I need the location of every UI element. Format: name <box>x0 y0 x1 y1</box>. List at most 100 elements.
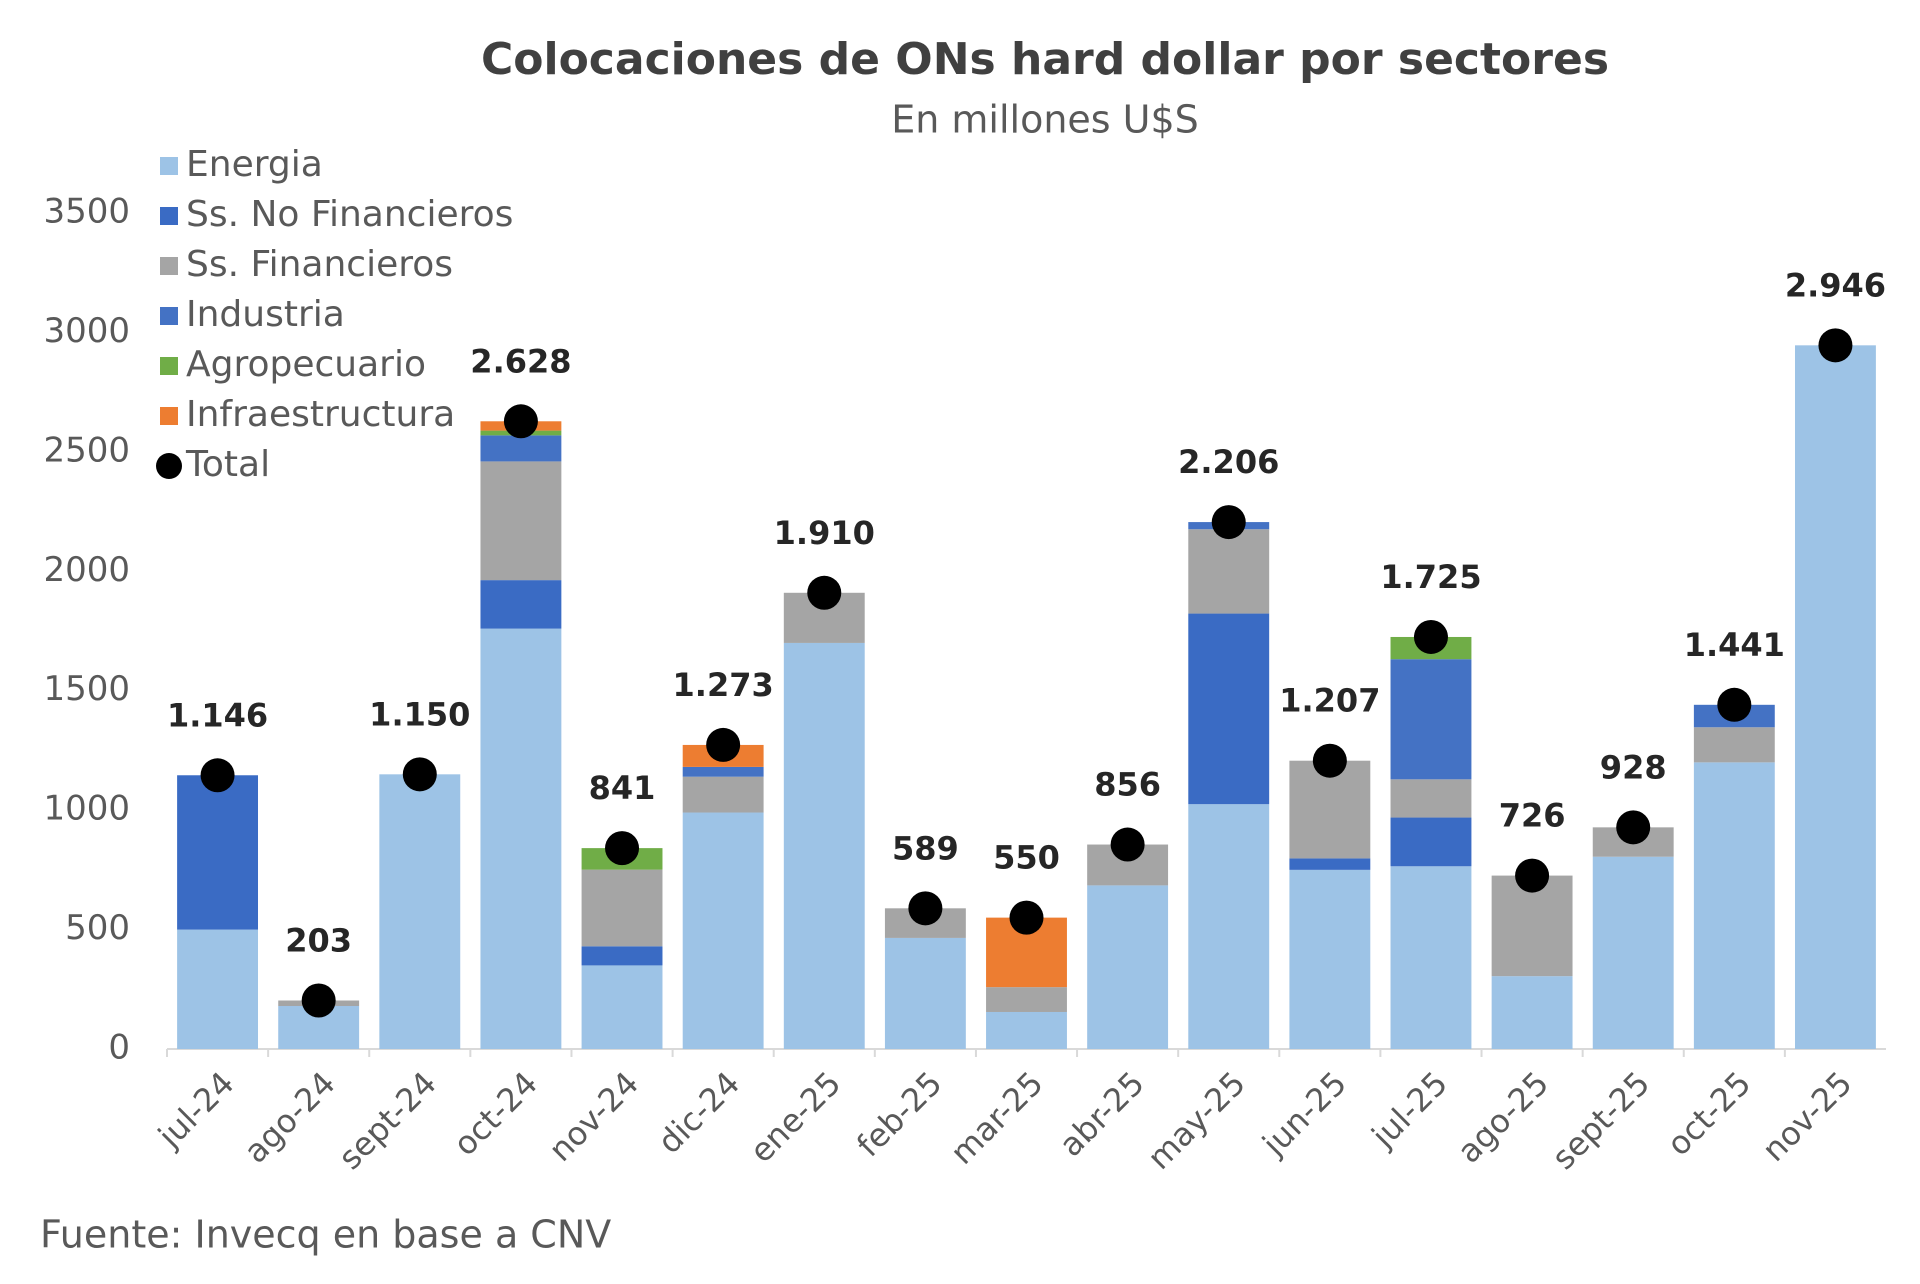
total-dot <box>1616 810 1651 845</box>
total-dot <box>1717 687 1752 722</box>
total-dot <box>503 404 538 439</box>
bar-segment <box>480 435 562 462</box>
source: Fuente: Invecq en base a CNV <box>40 1213 611 1257</box>
chart-subtitle: En millones U$S <box>891 98 1199 142</box>
bar-segment <box>1390 659 1472 780</box>
total-dot <box>807 575 842 610</box>
bar-segment <box>1289 869 1371 1049</box>
bar-segment <box>1794 345 1876 1049</box>
bar-segment <box>480 580 562 629</box>
legend-label: Agropecuario <box>186 344 426 385</box>
legend-swatch <box>156 453 182 479</box>
total-label: 2.206 <box>1178 443 1279 481</box>
total-label: 726 <box>1499 797 1566 835</box>
legend-swatch <box>160 157 178 175</box>
y-tick-label: 0 <box>108 1028 130 1068</box>
bar-segment <box>1087 885 1169 1049</box>
bar-segment <box>1188 804 1270 1049</box>
x-tick-label: ago-24 <box>236 1064 342 1170</box>
x-tick-label: jul-25 <box>1364 1064 1455 1155</box>
legend-swatch <box>160 307 178 325</box>
bar-segment <box>1390 866 1472 1049</box>
total-label: 550 <box>993 839 1060 877</box>
x-tick-label: may-25 <box>1140 1064 1253 1177</box>
x-tick-label: oct-25 <box>1659 1064 1758 1163</box>
x-tick-label: nov-25 <box>1755 1064 1860 1169</box>
total-label: 1.441 <box>1684 626 1785 664</box>
x-tick-label: oct-24 <box>446 1064 545 1163</box>
total-label: 928 <box>1600 748 1667 786</box>
bar-segment <box>884 937 966 1049</box>
bar-segment <box>1390 817 1472 867</box>
total-label: 841 <box>589 769 656 807</box>
legend-swatch <box>160 357 178 375</box>
legend-label: Total <box>185 444 270 485</box>
legend-label: Ss. No Financieros <box>186 194 513 235</box>
x-tick-label: abr-25 <box>1052 1064 1152 1164</box>
y-tick-label: 2000 <box>43 550 130 590</box>
y-tick-label: 1000 <box>43 789 130 829</box>
total-dot <box>1515 858 1550 893</box>
bar-segment <box>1188 613 1270 805</box>
y-tick-label: 500 <box>65 908 130 948</box>
x-tick-label: jul-24 <box>150 1064 241 1155</box>
y-tick-label: 3500 <box>43 192 130 232</box>
total-dot <box>1413 619 1448 654</box>
legend-label: Energia <box>186 144 323 185</box>
bar-segment <box>1188 529 1270 614</box>
x-tick-label: mar-25 <box>943 1064 1051 1172</box>
total-dot <box>200 758 235 793</box>
bar-segment <box>986 987 1067 1012</box>
bar-segment <box>581 965 663 1049</box>
total-label: 1.146 <box>167 696 268 734</box>
bar-segment <box>177 775 259 930</box>
legend-swatch <box>160 257 178 275</box>
bar-segment <box>783 642 865 1049</box>
total-label: 2.946 <box>1785 266 1886 304</box>
bar-segment <box>480 461 562 581</box>
bar-segment <box>1693 762 1775 1049</box>
total-dot <box>605 831 640 866</box>
total-dot <box>1211 505 1246 540</box>
bar-segment <box>480 628 562 1049</box>
bar-segment <box>1491 976 1573 1049</box>
total-label: 589 <box>892 829 959 867</box>
total-label: 1.207 <box>1279 682 1380 720</box>
bar-segment <box>1592 856 1674 1049</box>
bar-segment <box>177 929 259 1049</box>
total-label: 856 <box>1094 766 1161 804</box>
total-dot <box>301 983 336 1018</box>
bar-segment <box>1289 858 1371 870</box>
total-label: 1.725 <box>1380 558 1481 596</box>
y-tick-label: 3000 <box>43 311 130 351</box>
y-tick-label: 1500 <box>43 669 130 709</box>
total-dot <box>1818 328 1853 363</box>
x-tick-label: jun-25 <box>1254 1064 1354 1164</box>
y-tick-label: 2500 <box>43 430 130 470</box>
total-dot <box>706 727 741 762</box>
total-label: 203 <box>285 922 352 960</box>
chart-title: Colocaciones de ONs hard dollar por sect… <box>481 34 1609 85</box>
total-dot <box>1312 743 1347 778</box>
total-dot <box>908 891 943 926</box>
bar-segment <box>581 946 663 966</box>
total-label: 1.150 <box>369 695 470 733</box>
x-tick-label: ago-25 <box>1450 1064 1556 1170</box>
total-dot <box>1009 900 1044 935</box>
x-tick-label: sept-25 <box>1544 1064 1657 1177</box>
legend-label: Infraestructura <box>186 394 455 435</box>
bar-segment <box>1390 779 1472 818</box>
total-dot <box>1110 827 1145 862</box>
bar-segment <box>682 776 764 813</box>
total-label: 1.273 <box>673 666 774 704</box>
x-tick-label: feb-25 <box>849 1064 949 1164</box>
x-tick-label: nov-24 <box>541 1064 646 1169</box>
bar-segment <box>682 766 764 777</box>
bar-segment <box>986 1011 1067 1049</box>
total-label: 2.628 <box>470 342 571 380</box>
x-tick-label: dic-24 <box>650 1064 747 1161</box>
bar-segment <box>682 812 764 1049</box>
x-tick-label: ene-25 <box>742 1064 848 1170</box>
total-dot <box>402 757 437 792</box>
